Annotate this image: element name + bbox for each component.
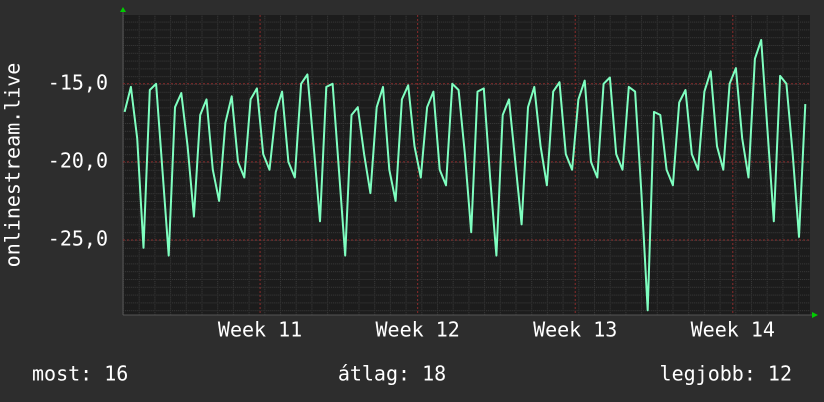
y-arrow [120, 7, 126, 12]
x-arrow [812, 312, 818, 318]
y-tick-label: -15,0 [48, 70, 108, 94]
x-tick-label: Week 14 [691, 318, 775, 342]
y-tick-label: -25,0 [48, 227, 108, 251]
y-axis-label: onlinestream.live [1, 63, 25, 268]
stat-avg: átlag: 18 [338, 362, 446, 386]
x-tick-label: Week 11 [218, 318, 302, 342]
x-tick-label: Week 13 [533, 318, 617, 342]
stat-now: most: 16 [32, 362, 128, 386]
data-line [123, 39, 807, 312]
y-tick-label: -20,0 [48, 148, 108, 172]
stat-best: legjobb: 12 [660, 362, 792, 386]
x-tick-label: Week 12 [376, 318, 460, 342]
